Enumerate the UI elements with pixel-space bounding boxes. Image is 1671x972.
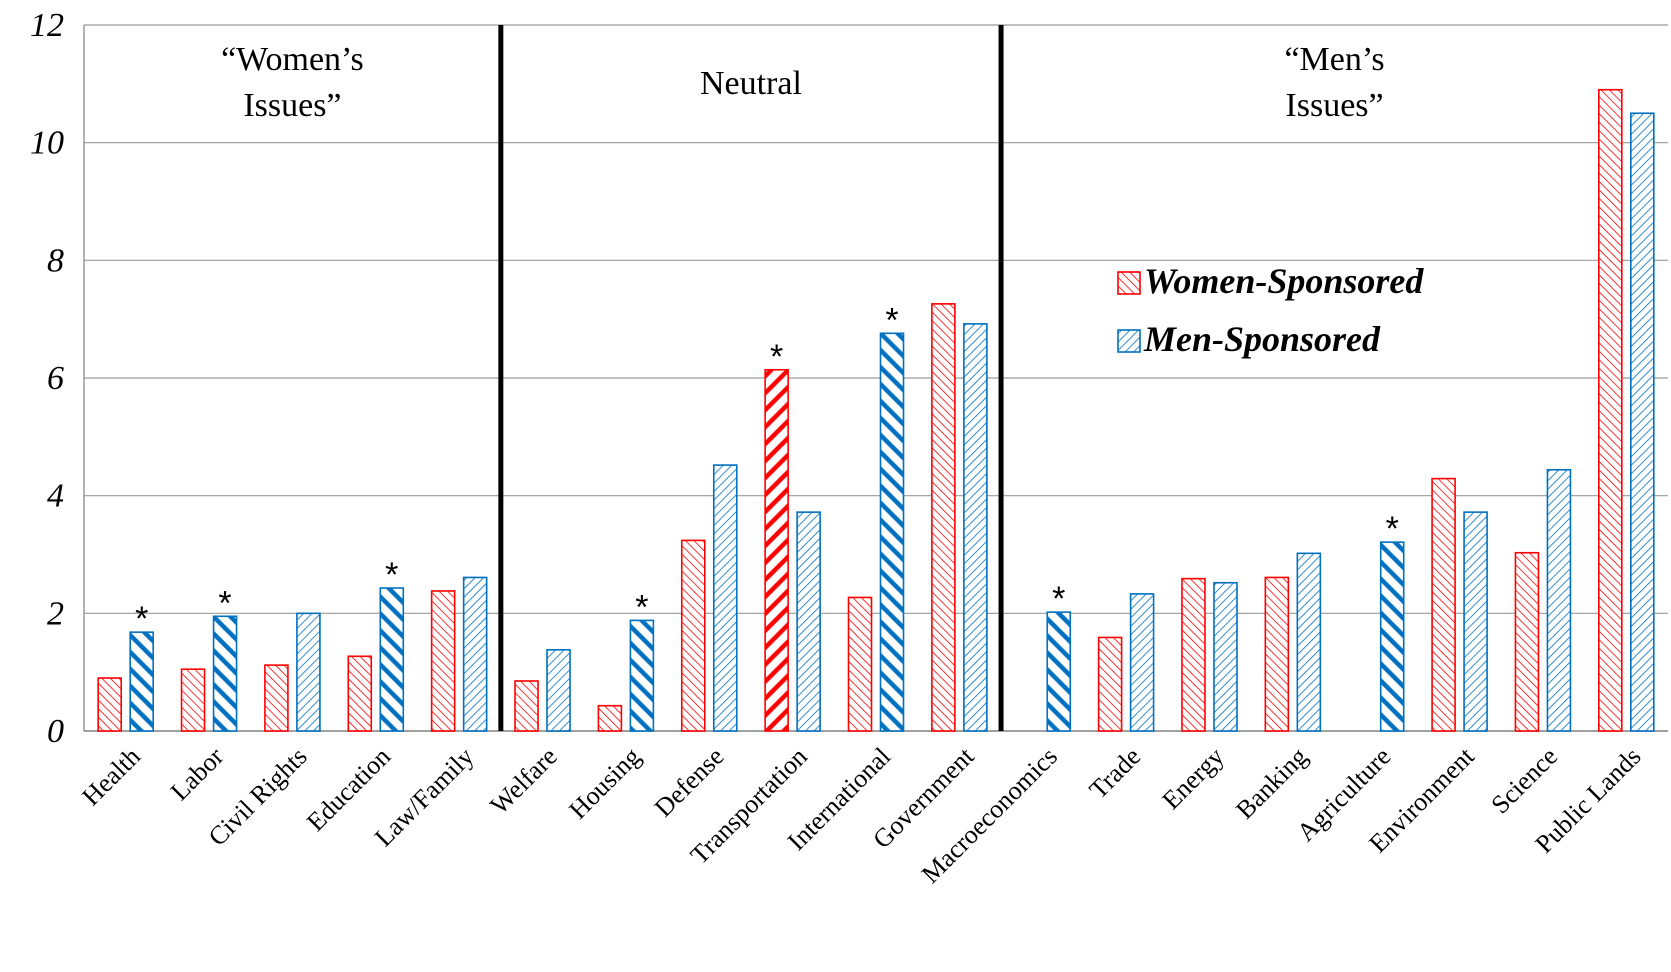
y-tick-label: 8	[47, 242, 64, 279]
group-label: “Men’s	[1284, 41, 1384, 78]
bar-women-sponsored	[597, 704, 623, 732]
x-tick-label: Housing	[563, 742, 646, 825]
significance-markers: * * * * * * * *	[135, 301, 1399, 638]
y-tick-label: 0	[47, 713, 64, 750]
significance-star: *	[1052, 580, 1065, 618]
legend: Women-Sponsored Men-Sponsored	[1117, 261, 1424, 359]
bar-men-sponsored	[1046, 611, 1072, 732]
legend-label: Men-Sponsored	[1143, 319, 1381, 359]
bar-women-sponsored	[1514, 551, 1540, 732]
y-tick-label: 4	[47, 478, 64, 515]
bar-men-sponsored	[879, 332, 905, 732]
significance-star: *	[218, 584, 231, 622]
bar-women-sponsored	[430, 590, 456, 732]
x-tick-label: Trade	[1084, 742, 1147, 805]
gridlines	[83, 24, 1668, 732]
y-tick-label: 12	[30, 7, 64, 44]
bar-men-sponsored	[129, 631, 154, 732]
bar-women-sponsored	[1431, 477, 1456, 732]
legend-label: Women-Sponsored	[1144, 261, 1424, 301]
x-tick-label: Science	[1486, 742, 1564, 820]
x-tick-label: Welfare	[485, 742, 563, 820]
bar-women-sponsored	[847, 596, 873, 732]
bar-women-sponsored	[931, 303, 956, 732]
bar-men-sponsored	[212, 615, 238, 732]
legend-swatch-women	[1117, 271, 1141, 295]
bar-women-sponsored	[97, 677, 122, 732]
bar-men-sponsored	[1296, 552, 1322, 732]
bar-men-sponsored	[1463, 511, 1488, 732]
y-tick-label: 10	[30, 125, 64, 162]
significance-star: *	[885, 301, 898, 339]
group-label: Issues”	[243, 87, 341, 124]
group-label: Neutral	[700, 65, 802, 102]
y-tick-label: 2	[47, 595, 64, 632]
significance-star: *	[635, 588, 648, 626]
group-labels: “Women’s Issues” Neutral “Men’s Issues”	[221, 41, 1384, 124]
significance-star: *	[1386, 510, 1399, 548]
bar-women-sponsored	[764, 368, 789, 732]
significance-star: *	[385, 556, 398, 594]
significance-star: *	[135, 600, 148, 638]
bar-men-sponsored	[546, 649, 571, 732]
bar-women-sponsored	[1264, 576, 1290, 732]
bar-women-sponsored	[264, 664, 289, 732]
bar-men-sponsored	[296, 612, 321, 732]
bar-women-sponsored	[1598, 88, 1623, 732]
y-tick-label: 6	[47, 360, 64, 397]
bar-men-sponsored	[796, 511, 821, 732]
bar-men-sponsored	[712, 464, 738, 732]
bar-men-sponsored	[1630, 112, 1655, 732]
bar-women-sponsored	[680, 539, 706, 732]
group-label: Issues”	[1285, 87, 1383, 124]
bar-women-sponsored	[514, 680, 539, 732]
group-label: “Women’s	[221, 41, 364, 78]
bar-men-sponsored	[1379, 541, 1405, 732]
bar-men-sponsored	[379, 587, 405, 732]
bar-women-sponsored	[1181, 577, 1206, 732]
bar-men-sponsored	[462, 576, 488, 732]
x-tick-label: Defense	[649, 742, 730, 823]
bars	[97, 88, 1655, 732]
bar-women-sponsored	[1097, 636, 1123, 732]
y-axis-ticks: 0 2 4 6 8 10 12	[30, 7, 64, 750]
bar-men-sponsored	[1213, 581, 1238, 732]
significance-star: *	[770, 338, 783, 376]
legend-swatch-men	[1117, 329, 1141, 353]
bar-men-sponsored	[1129, 593, 1155, 732]
x-tick-label: Labor	[165, 742, 230, 807]
x-tick-label: Health	[76, 742, 146, 812]
bar-men-sponsored	[963, 323, 988, 732]
group-dividers	[498, 25, 1004, 731]
bar-women-sponsored	[180, 668, 206, 732]
bar-women-sponsored	[347, 655, 373, 732]
bar-men-sponsored	[629, 619, 655, 732]
x-tick-label: Banking	[1230, 742, 1313, 825]
x-tick-label: Energy	[1156, 742, 1229, 815]
bar-men-sponsored	[1546, 468, 1572, 732]
